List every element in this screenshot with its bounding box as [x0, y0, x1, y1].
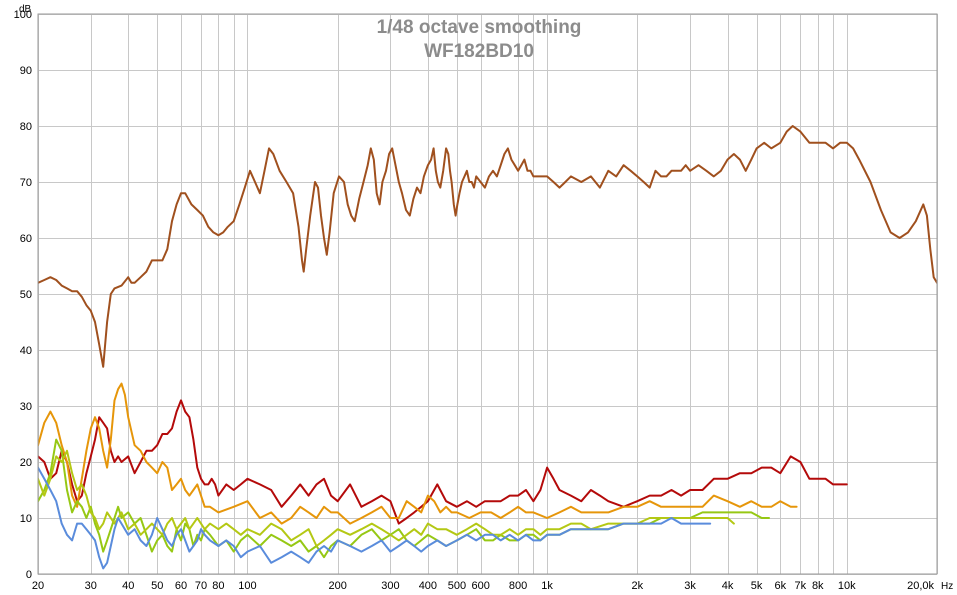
x-tick-label: 6k [774, 580, 786, 592]
x-tick-label: 300 [381, 580, 399, 592]
y-tick-label: 60 [20, 233, 32, 245]
y-tick-label: 100 [14, 9, 32, 21]
x-tick-label: 30 [85, 580, 97, 592]
y-axis-ticks: 0 10 20 30 40 50 60 70 80 90 100 [14, 9, 32, 581]
series-layer [38, 125, 937, 570]
plot-frame [37, 13, 938, 575]
x-tick-label: 60 [175, 580, 187, 592]
x-tick-label: 7k [795, 580, 807, 592]
x-tick-label: 20 [32, 580, 44, 592]
x-tick-label: 40 [122, 580, 134, 592]
x-tick-label: 4k [722, 580, 734, 592]
chart-subtitle: WF182BD10 [424, 41, 534, 62]
x-tick-label: 50 [151, 580, 163, 592]
x-tick-label: 800 [509, 580, 527, 592]
x-tick-label: 80 [212, 580, 224, 592]
x-tick-label: 5k [751, 580, 763, 592]
x-tick-label: 2k [632, 580, 644, 592]
x-tick-label: 100 [238, 580, 256, 592]
x-tick-label: 1k [541, 580, 553, 592]
x-tick-label: 8k [812, 580, 824, 592]
x-tick-label: 500 [448, 580, 466, 592]
x-axis-ticks: 20 30 40 50 60 70 80 100 200 300 400 500 600 800 1k 2k 3… [32, 580, 935, 592]
y-tick-label: 20 [20, 457, 32, 469]
y-tick-label: 70 [20, 177, 32, 189]
chart-title: 1/48 octave smoothing [377, 17, 582, 38]
series-line-5 [38, 449, 735, 547]
series-line-6 [38, 466, 712, 570]
x-tick-label: 400 [419, 580, 437, 592]
y-tick-label: 50 [20, 289, 32, 301]
x-tick-label: 3k [684, 580, 696, 592]
y-tick-label: 40 [20, 345, 32, 357]
y-tick-label: 90 [20, 65, 32, 77]
y-tick-label: 10 [20, 513, 32, 525]
y-tick-label: 80 [20, 121, 32, 133]
series-line-1 [38, 125, 937, 368]
x-tick-label: 200 [328, 580, 346, 592]
series-line-2 [38, 399, 848, 525]
y-tick-label: 0 [26, 569, 32, 581]
series-line-4 [38, 438, 770, 559]
x-tick-label: 600 [471, 580, 489, 592]
x-tick-label: 10k [838, 580, 856, 592]
y-tick-label: 30 [20, 401, 32, 413]
x-tick-label: 20,0k [907, 580, 934, 592]
x-tick-label: 70 [195, 580, 207, 592]
x-axis-unit-label: Hz [941, 581, 953, 592]
series-line-3 [38, 382, 798, 525]
y-axis-unit-label: dB [19, 4, 32, 15]
